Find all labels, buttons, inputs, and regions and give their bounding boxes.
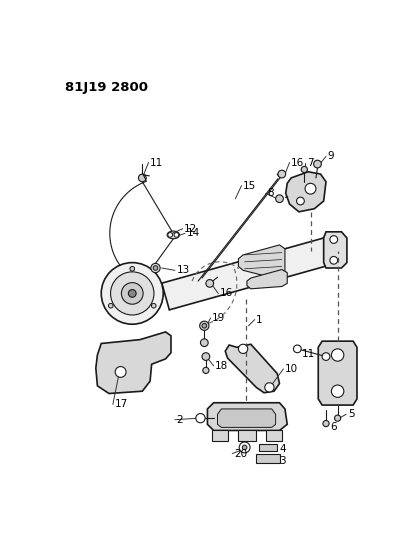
Circle shape <box>115 367 126 377</box>
Text: 8: 8 <box>267 188 274 198</box>
Polygon shape <box>96 332 171 393</box>
Circle shape <box>111 272 154 315</box>
Circle shape <box>203 367 209 374</box>
Circle shape <box>305 183 316 194</box>
Polygon shape <box>162 238 332 310</box>
Circle shape <box>278 170 286 178</box>
Polygon shape <box>318 341 357 405</box>
Circle shape <box>335 415 341 421</box>
Circle shape <box>322 353 330 360</box>
Circle shape <box>151 303 156 308</box>
Polygon shape <box>239 245 285 280</box>
Circle shape <box>265 383 274 392</box>
Circle shape <box>301 166 307 173</box>
Polygon shape <box>286 172 326 212</box>
Text: 11: 11 <box>302 349 315 359</box>
Bar <box>256 454 280 463</box>
Polygon shape <box>208 403 287 431</box>
Ellipse shape <box>322 236 330 263</box>
Text: 18: 18 <box>215 361 228 371</box>
Circle shape <box>323 421 329 426</box>
Circle shape <box>330 256 338 264</box>
Circle shape <box>239 344 248 353</box>
Text: 11: 11 <box>150 158 163 167</box>
Text: 19: 19 <box>212 313 225 323</box>
Circle shape <box>108 303 113 308</box>
Text: 17: 17 <box>114 399 128 409</box>
Circle shape <box>200 321 209 330</box>
Circle shape <box>128 289 136 297</box>
Circle shape <box>206 280 214 287</box>
Polygon shape <box>217 409 276 427</box>
Circle shape <box>331 385 344 398</box>
Circle shape <box>330 236 338 244</box>
Circle shape <box>196 414 205 423</box>
Text: 12: 12 <box>184 224 197 234</box>
Circle shape <box>202 353 210 360</box>
Polygon shape <box>239 431 256 441</box>
Text: 20: 20 <box>234 449 247 458</box>
Text: 1: 1 <box>256 314 263 325</box>
Ellipse shape <box>167 231 179 239</box>
Text: 13: 13 <box>176 265 190 276</box>
Text: 2: 2 <box>176 415 183 425</box>
Circle shape <box>297 197 304 205</box>
Text: 81J19 2800: 81J19 2800 <box>65 81 148 94</box>
Text: 3: 3 <box>280 456 286 465</box>
Text: 10: 10 <box>285 364 298 374</box>
Polygon shape <box>324 232 347 268</box>
Circle shape <box>202 324 207 328</box>
Circle shape <box>130 266 135 271</box>
Circle shape <box>153 265 158 270</box>
Circle shape <box>101 263 163 324</box>
Circle shape <box>331 349 344 361</box>
Text: 7: 7 <box>306 158 313 167</box>
Circle shape <box>121 282 143 304</box>
Text: 16: 16 <box>220 288 233 298</box>
Polygon shape <box>247 270 287 289</box>
Circle shape <box>168 232 173 237</box>
Circle shape <box>314 160 322 168</box>
Text: 16: 16 <box>291 158 304 167</box>
Circle shape <box>138 174 146 182</box>
Circle shape <box>242 445 247 450</box>
Text: 15: 15 <box>243 181 256 191</box>
Circle shape <box>201 339 208 346</box>
Circle shape <box>239 442 250 453</box>
Polygon shape <box>266 431 282 441</box>
Text: 4: 4 <box>280 444 286 454</box>
Circle shape <box>293 345 301 353</box>
Circle shape <box>174 232 179 237</box>
Text: 5: 5 <box>348 409 354 419</box>
Polygon shape <box>225 344 280 393</box>
Text: 9: 9 <box>328 151 334 161</box>
Bar <box>258 443 277 451</box>
Polygon shape <box>212 431 228 441</box>
Circle shape <box>276 195 283 203</box>
Circle shape <box>151 263 160 273</box>
Text: 6: 6 <box>330 422 337 432</box>
Text: 14: 14 <box>186 228 200 238</box>
